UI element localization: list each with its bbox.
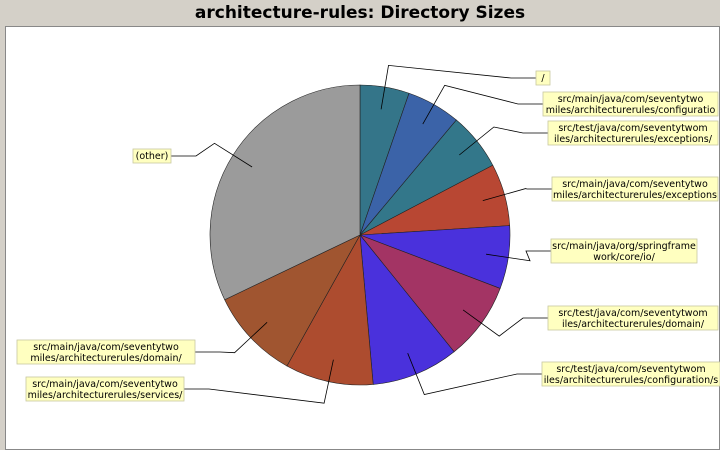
- label-box: [25, 376, 185, 402]
- slice-label-text: /: [541, 73, 545, 84]
- leader-line: [422, 84, 543, 125]
- slice-label-text: miles/architecturerules/configuratio: [546, 105, 716, 116]
- slice-label-text: iles/architecturerules/configuration/s: [544, 375, 719, 386]
- slice-label-text: iles/architecturerules/domain/: [562, 319, 705, 330]
- leader-line: [462, 309, 548, 337]
- slice-label-text: miles/architecturerules/domain/: [30, 353, 182, 364]
- label-box: [535, 70, 551, 86]
- slice-label-text: miles/architecturerules/exceptions: [553, 190, 717, 201]
- slice-label-text: work/core/io/: [593, 252, 655, 263]
- leader-line: [195, 322, 268, 354]
- slice-label-text: (other): [136, 151, 169, 162]
- leader-lines: [171, 64, 552, 404]
- slice-label-text: src/test/java/com/seventytwom: [558, 308, 707, 319]
- label-box: [16, 339, 196, 365]
- label-box: [547, 305, 719, 331]
- slice-label-text: iles/architecturerules/exceptions/: [554, 134, 713, 145]
- leader-line: [459, 126, 548, 156]
- slice-labels: /src/main/java/com/seventytwomiles/archi…: [16, 70, 720, 402]
- slice-label-text: src/main/java/com/seventytwo: [558, 94, 704, 105]
- slice-label-text: src/main/java/com/seventytwo: [32, 379, 178, 390]
- leader-line: [482, 188, 552, 201]
- label-box: [551, 176, 719, 202]
- chart-title: architecture-rules: Directory Sizes: [194, 3, 526, 23]
- leader-line: [184, 359, 334, 404]
- slice-label-text: src/main/java/com/seventytwo: [33, 342, 179, 353]
- label-box: [541, 361, 720, 387]
- label-box: [547, 120, 719, 146]
- slice-label-text: src/main/java/com/seventytwo: [562, 179, 708, 190]
- label-box: [542, 91, 719, 117]
- slice-label-text: miles/architecturerules/services/: [28, 390, 184, 401]
- label-box: [550, 238, 698, 264]
- slice-label-text: src/test/java/com/seventytwom: [558, 123, 707, 134]
- leader-line: [380, 64, 536, 110]
- slice-label-text: src/test/java/com/seventytwom: [556, 364, 705, 375]
- leader-line: [486, 250, 551, 262]
- leader-line: [171, 142, 253, 168]
- pie-slices: [209, 84, 511, 386]
- slice-label-text: src/main/java/org/springframe: [552, 241, 696, 252]
- leader-line: [407, 353, 542, 395]
- label-box: [132, 148, 172, 164]
